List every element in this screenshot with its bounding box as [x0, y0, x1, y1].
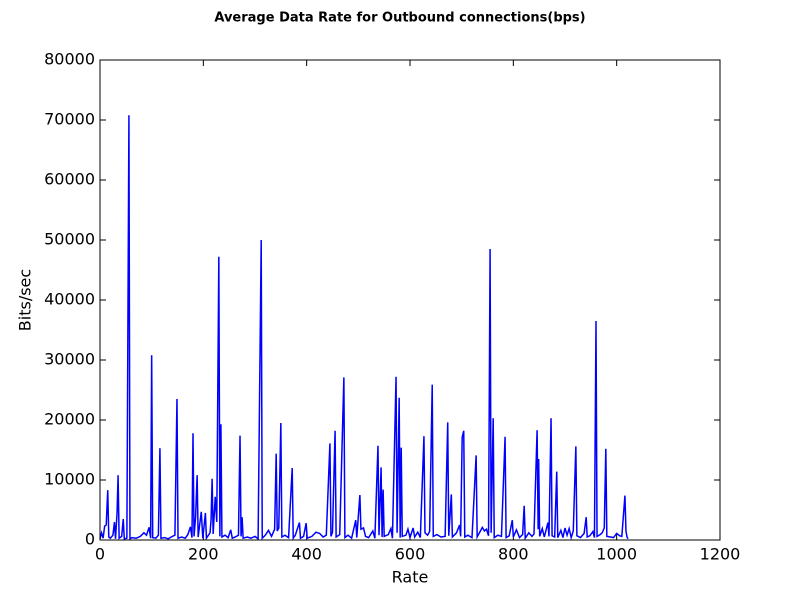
x-tick-label: 1200 [700, 545, 741, 564]
y-tick-label: 80000 [44, 50, 95, 69]
y-tick-label: 30000 [44, 350, 95, 369]
y-axis-label: Bits/sec [16, 269, 35, 331]
y-tick-label: 70000 [44, 110, 95, 129]
plot-frame [99, 59, 721, 541]
x-tick-label: 1000 [596, 545, 637, 564]
y-tick-label: 0 [85, 530, 95, 549]
y-tick-label: 60000 [44, 170, 95, 189]
x-tick-label: 200 [188, 545, 219, 564]
chart-title: Average Data Rate for Outbound connectio… [214, 11, 585, 26]
data-line [99, 115, 629, 541]
y-tick-label: 10000 [44, 470, 95, 489]
y-tick-label: 20000 [44, 410, 95, 429]
y-tick-label: 50000 [44, 230, 95, 249]
x-tick-label: 600 [395, 545, 426, 564]
x-tick-label: 800 [498, 545, 529, 564]
x-axis-label: Rate [392, 568, 429, 587]
y-tick-label: 40000 [44, 290, 95, 309]
x-tick-label: 400 [291, 545, 322, 564]
x-tick-label: 0 [95, 545, 105, 564]
